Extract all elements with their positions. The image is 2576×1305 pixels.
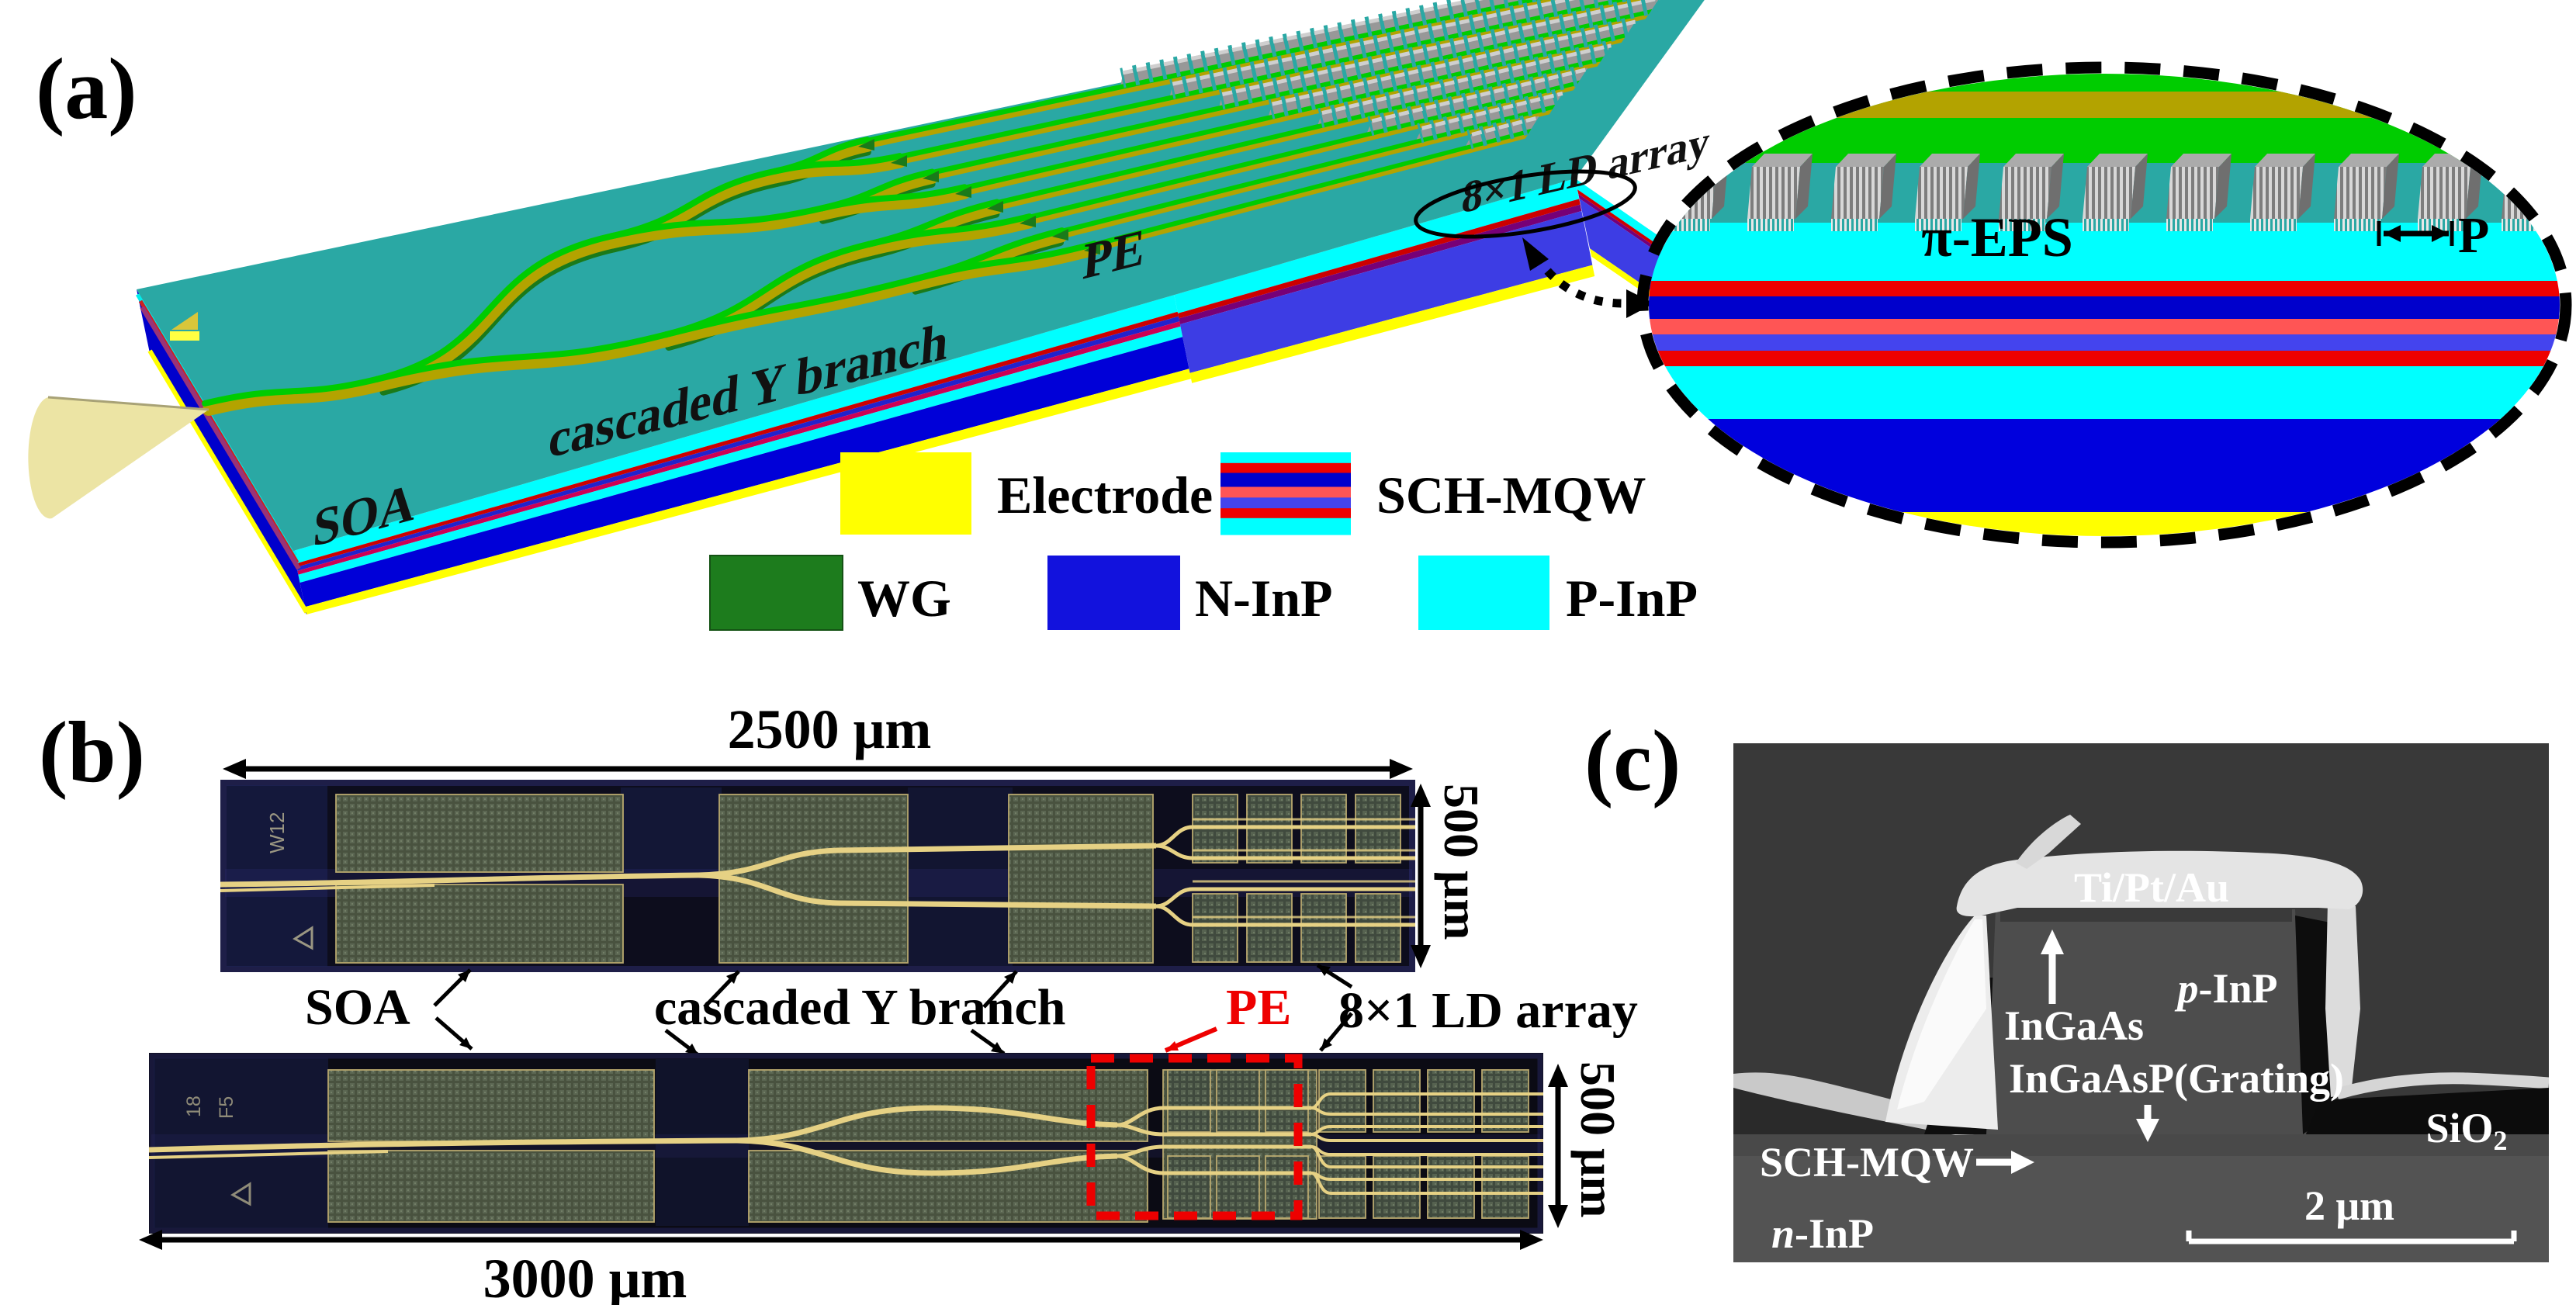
svg-text:Electrode: Electrode [997, 466, 1213, 524]
svg-text:W12: W12 [265, 812, 289, 853]
svg-text:500 μm: 500 μm [1434, 784, 1489, 940]
svg-text:N-InP: N-InP [1195, 569, 1333, 628]
svg-text:InGaAs: InGaAs [2004, 1002, 2144, 1049]
svg-text:(b): (b) [39, 704, 145, 801]
svg-text:SCH-MQW: SCH-MQW [1376, 466, 1646, 524]
svg-text:Ti/Pt/Au: Ti/Pt/Au [2074, 864, 2229, 911]
svg-text:PE: PE [1226, 979, 1291, 1036]
svg-text:2500 μm: 2500 μm [728, 698, 932, 760]
svg-text:SOA: SOA [305, 979, 410, 1036]
svg-text:P: P [2458, 207, 2489, 264]
svg-text:8×1 LD array: 8×1 LD array [1338, 982, 1638, 1039]
svg-text:InGaAsP(Grating): InGaAsP(Grating) [2009, 1055, 2344, 1102]
svg-text:(c): (c) [1584, 713, 1681, 809]
svg-text:p-InP: p-InP [2174, 965, 2277, 1012]
svg-text:(a): (a) [36, 41, 137, 137]
svg-text:n-InP: n-InP [1771, 1210, 1874, 1257]
svg-text:2 μm: 2 μm [2304, 1182, 2394, 1229]
svg-text:SCH-MQW: SCH-MQW [1760, 1139, 1974, 1186]
svg-text:3000 μm: 3000 μm [483, 1248, 687, 1305]
svg-text:π-EPS: π-EPS [1921, 206, 2072, 268]
svg-text:18: 18 [183, 1096, 205, 1117]
svg-text:500 μm: 500 μm [1570, 1061, 1626, 1218]
svg-text:F5: F5 [216, 1096, 237, 1119]
svg-text:P-InP: P-InP [1566, 569, 1698, 628]
svg-text:WG: WG [857, 569, 951, 628]
